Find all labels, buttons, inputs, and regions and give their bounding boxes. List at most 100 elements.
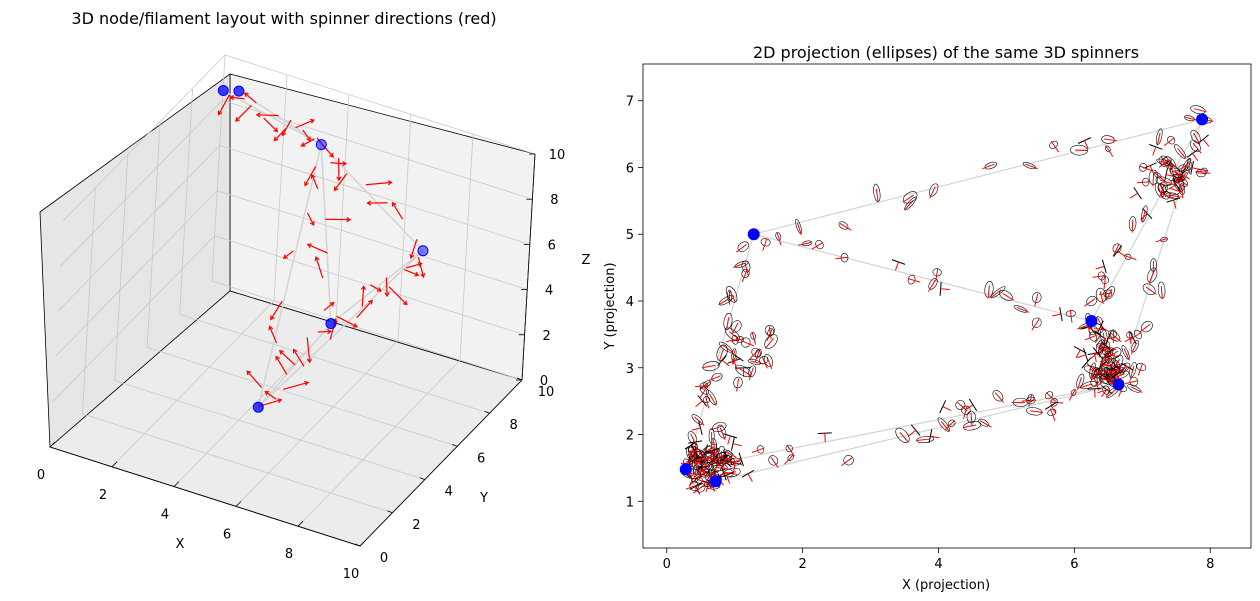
- spinner-2d: [937, 417, 950, 432]
- spinner-tick: [1102, 347, 1114, 357]
- y-tick-label-3d: 10: [538, 385, 555, 400]
- spinner-tick: [1181, 173, 1190, 180]
- spinner-2d: [784, 454, 794, 465]
- y-tick-3d: [387, 510, 393, 514]
- spinner-tick: [733, 463, 736, 473]
- spinner-2d: [1129, 187, 1142, 200]
- spinner-tick: [1161, 193, 1175, 199]
- x-tick-label-2d: 4: [934, 557, 942, 572]
- spinner-tick: [784, 454, 794, 465]
- spinner-tick: [732, 459, 742, 463]
- spinner-2d: [691, 414, 705, 426]
- spinner-2d: [1136, 363, 1147, 376]
- spinner-2d: [1044, 401, 1058, 414]
- spinner-arrow-head-3d: [333, 186, 339, 192]
- spinner-2d: [711, 437, 718, 456]
- spinner-tick: [741, 340, 755, 347]
- spinner-tick: [719, 427, 726, 441]
- spinner-tick: [982, 163, 995, 170]
- spinner-2d: [1196, 168, 1211, 178]
- y-tick-3d: [484, 410, 490, 414]
- node-2d: [1196, 113, 1209, 126]
- spinner-tick: [1156, 132, 1161, 146]
- spinner-2d: [1174, 170, 1183, 186]
- grid-line: [235, 340, 399, 507]
- spinner-2d: [726, 335, 740, 345]
- node-3d: [217, 85, 229, 97]
- grid-line: [335, 94, 350, 321]
- spinner-arrow-3d: [323, 302, 335, 311]
- spinner-arrow-head-3d: [264, 390, 270, 396]
- spinner-arrow-head-3d: [352, 322, 358, 328]
- spinner-2d: [1052, 307, 1063, 322]
- spinner-tick: [721, 359, 730, 367]
- spinner-tick: [1169, 187, 1182, 193]
- spinner-tick: [749, 349, 760, 360]
- x-tick-3d: [173, 481, 180, 487]
- y-tick-label-3d: 4: [445, 485, 453, 500]
- spinner-tick: [1034, 293, 1039, 307]
- spinner-tick: [1177, 148, 1187, 159]
- grid-line: [211, 280, 523, 381]
- spinner-tick: [1163, 137, 1175, 147]
- spinner-2d: [1149, 144, 1163, 156]
- spinner-tick: [1145, 286, 1157, 295]
- spinner-tick: [713, 442, 716, 456]
- spinner-tick: [1103, 138, 1117, 142]
- spinner-2d: [718, 294, 734, 306]
- spinner-2d: [1163, 136, 1176, 147]
- spinner-2d: [735, 364, 752, 377]
- grid-line: [224, 54, 536, 155]
- spinner-2d: [1076, 373, 1085, 390]
- grid-line: [114, 380, 425, 480]
- spinner-tick: [1103, 376, 1115, 386]
- spinner-tick: [839, 222, 852, 231]
- grid-line: [273, 74, 288, 301]
- spinner-2d: [999, 290, 1014, 301]
- spinner-2d: [735, 241, 750, 253]
- spinner-arrow-head-3d: [273, 127, 279, 133]
- spinner-2d: [754, 348, 762, 363]
- y-tick-3d: [419, 477, 425, 480]
- spinner-2d: [694, 382, 709, 390]
- spinner-tick: [1122, 366, 1128, 375]
- spinner-2d: [841, 455, 854, 466]
- spinner-tick: [942, 406, 952, 411]
- spinner-2d: [750, 331, 757, 345]
- spinner-tick: [1030, 410, 1044, 414]
- spinner-tick: [1052, 313, 1062, 317]
- spinner-2d: [1090, 347, 1103, 359]
- spinner-2d: [1101, 135, 1117, 144]
- spinner-2d: [902, 191, 918, 204]
- y-tick-label-2d: 3: [626, 362, 634, 377]
- spinner-arrow-3d: [334, 173, 348, 191]
- spinner-tick: [1129, 192, 1138, 199]
- spinner-tick: [1002, 293, 1014, 301]
- y-tick-label-2d: 4: [626, 295, 634, 310]
- spinner-tick: [1099, 361, 1112, 369]
- spinner-arrow-head-3d: [376, 287, 382, 292]
- spinner-tick: [970, 413, 973, 427]
- spinner-tick: [1105, 288, 1113, 301]
- spinner-2d: [1189, 140, 1202, 154]
- spinner-arrow-head-3d: [235, 116, 240, 122]
- grid-line: [82, 187, 96, 414]
- spinner-tick: [1174, 172, 1181, 186]
- spinner-tick: [835, 256, 849, 260]
- spinner-2d: [1116, 362, 1131, 374]
- spinner-2d: [838, 221, 852, 231]
- spinner-2d: [1166, 197, 1181, 209]
- spinner-tick: [1136, 181, 1150, 184]
- filaments-3d: [222, 89, 424, 408]
- node-2d: [1085, 315, 1098, 328]
- spinner-arrow-head-3d: [310, 173, 316, 179]
- grid-line: [60, 99, 223, 267]
- spinner-tick: [1152, 146, 1157, 156]
- spinner-tick: [762, 238, 768, 251]
- spinner-2d: [1027, 393, 1035, 407]
- spinner-2d: [1092, 271, 1106, 281]
- spinner-tick: [1099, 376, 1105, 385]
- chart-3d-title: 3D node/filament layout with spinner dir…: [71, 9, 496, 28]
- spinner-2d: [982, 161, 997, 170]
- spinner-tick: [1181, 185, 1184, 199]
